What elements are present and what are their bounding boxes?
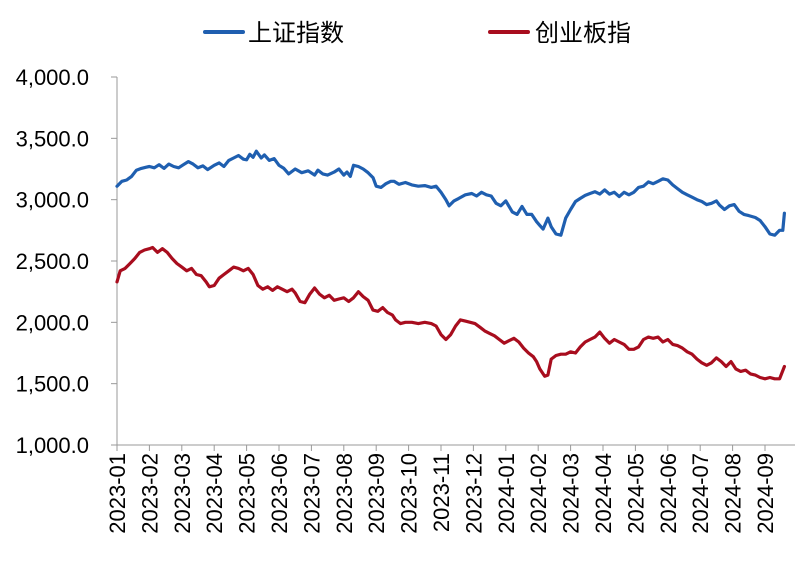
y-tick-label: 1,500.0 xyxy=(16,372,89,397)
x-tick-label: 2024-08 xyxy=(721,453,746,534)
x-tick-label: 2023-04 xyxy=(202,453,227,534)
plot-area xyxy=(115,149,786,381)
x-tick-label: 2023-05 xyxy=(235,453,260,534)
y-tick-label: 3,000.0 xyxy=(16,188,89,213)
x-tick-label: 2024-04 xyxy=(591,453,616,534)
series-line-0 xyxy=(115,149,786,237)
x-tick-label: 2024-03 xyxy=(559,453,584,534)
y-axis: 1,000.0 1,500.0 2,000.0 2,500.0 3,000.0 3,500… xyxy=(16,65,118,458)
x-tick-label: 2023-02 xyxy=(137,453,162,534)
x-tick-label: 2024-02 xyxy=(526,453,551,534)
series-line-1 xyxy=(115,245,786,381)
x-tick-label: 2023-10 xyxy=(397,453,422,534)
y-tick-label: 4,000.0 xyxy=(16,65,89,90)
x-tick-label: 2023-08 xyxy=(332,453,357,534)
x-tick-label: 2024-09 xyxy=(753,453,778,534)
x-tick-label: 2024-07 xyxy=(688,453,713,534)
x-tick-label: 2024-06 xyxy=(656,453,681,534)
x-tick-label: 2024-01 xyxy=(494,453,519,534)
x-tick-label: 2023-11 xyxy=(429,453,454,532)
x-tick-label: 2023-01 xyxy=(105,453,130,534)
legend: 上证指数 创业板指 xyxy=(203,19,631,47)
y-tick-label: 2,500.0 xyxy=(16,249,89,274)
x-tick-label: 2023-06 xyxy=(267,453,292,534)
x-tick-label: 2024-05 xyxy=(623,453,648,534)
x-tick-label: 2023-09 xyxy=(364,453,389,534)
x-tick-label: 2023-12 xyxy=(461,453,486,534)
legend-label-1: 创业板指 xyxy=(535,19,631,47)
x-tick-label: 2023-03 xyxy=(170,453,195,534)
y-tick-label: 3,500.0 xyxy=(16,126,89,151)
x-axis: 2023-01 2023-02 2023-03 2023-04 2023-05 2023-… xyxy=(105,444,795,534)
legend-label-0: 上证指数 xyxy=(248,19,344,47)
y-tick-label: 2,000.0 xyxy=(16,310,89,335)
x-tick-label: 2023-07 xyxy=(299,453,324,534)
y-tick-label: 1,000.0 xyxy=(16,433,89,458)
